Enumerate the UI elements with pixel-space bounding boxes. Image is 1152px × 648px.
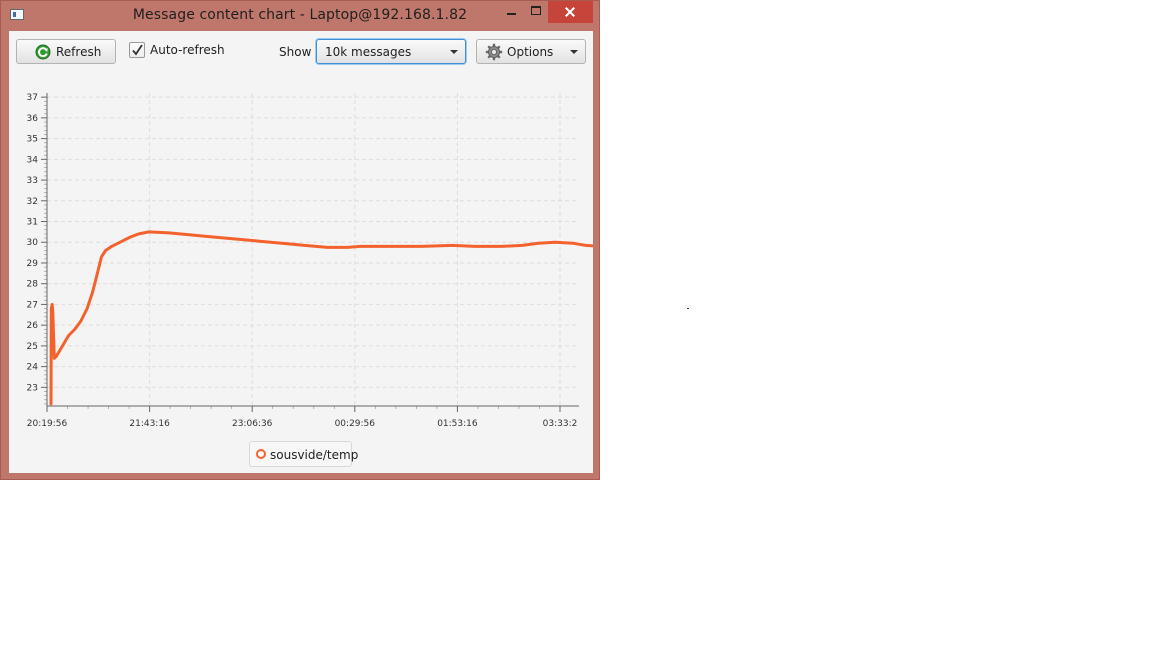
y-tick-label: 27 [27, 300, 38, 310]
y-tick-label: 35 [27, 135, 38, 145]
chevron-down-icon [570, 50, 578, 54]
chart-legend: sousvide/temp [249, 441, 358, 467]
legend-series-symbol [256, 449, 266, 459]
maximize-button[interactable] [525, 1, 547, 23]
gear-icon [485, 43, 503, 61]
refresh-button-label: Refresh [56, 45, 102, 59]
y-tick-label: 32 [27, 197, 38, 207]
x-tick-label: 00:29:56 [335, 419, 376, 429]
y-tick-label: 26 [27, 321, 39, 331]
auto-refresh-checkbox[interactable] [129, 42, 145, 58]
y-tick-label: 30 [27, 238, 39, 248]
y-tick-label: 28 [27, 280, 39, 290]
message-content-chart: 23 24 25 26 27 28 29 30 31 32 33 34 35 36 37 20:19:56 21… [27, 93, 593, 429]
refresh-icon [35, 44, 51, 60]
y-tick-label: 23 [27, 383, 38, 393]
plot-area [47, 93, 579, 406]
show-count-select[interactable]: 10k messages [316, 39, 466, 64]
checkmark-icon [132, 44, 143, 56]
options-button-label: Options [507, 45, 554, 59]
show-label: Show [279, 45, 312, 59]
y-tick-label: 25 [27, 342, 38, 352]
x-tick-label: 21:43:16 [129, 419, 170, 429]
y-tick-label: 31 [27, 218, 38, 228]
y-tick-label: 37 [27, 93, 38, 103]
refresh-button[interactable]: Refresh [16, 39, 116, 64]
legend-series-label: sousvide/temp [270, 448, 359, 462]
options-menu-button[interactable]: Options [476, 39, 586, 64]
x-tick-label: 01:53:16 [437, 419, 478, 429]
x-tick-label: 20:19:56 [27, 419, 68, 429]
x-tick-label: 03:33:2 [543, 419, 578, 429]
window-client-area: Refresh Auto-refresh Show 10k messages [9, 31, 593, 473]
auto-refresh-label[interactable]: Auto-refresh [150, 43, 225, 57]
y-tick-label: 29 [27, 259, 39, 269]
title-bar[interactable]: Message content chart - Laptop@192.168.1… [1, 1, 599, 31]
minimize-button[interactable] [498, 1, 525, 23]
app-window-icon [10, 9, 24, 20]
y-tick-label: 36 [27, 114, 39, 124]
y-tick-label: 24 [27, 363, 39, 373]
x-tick-label: 23:06:36 [232, 419, 273, 429]
show-count-value: 10k messages [325, 45, 412, 59]
window-title: Message content chart - Laptop@192.168.1… [132, 7, 468, 23]
close-button[interactable] [548, 1, 593, 23]
y-tick-label: 33 [27, 176, 38, 186]
app-window: Message content chart - Laptop@192.168.1… [0, 0, 600, 480]
chevron-down-icon [450, 50, 458, 54]
series-line-sousvide-temp [49, 230, 593, 406]
y-tick-label: 34 [27, 155, 39, 165]
stray-dot [687, 308, 689, 309]
